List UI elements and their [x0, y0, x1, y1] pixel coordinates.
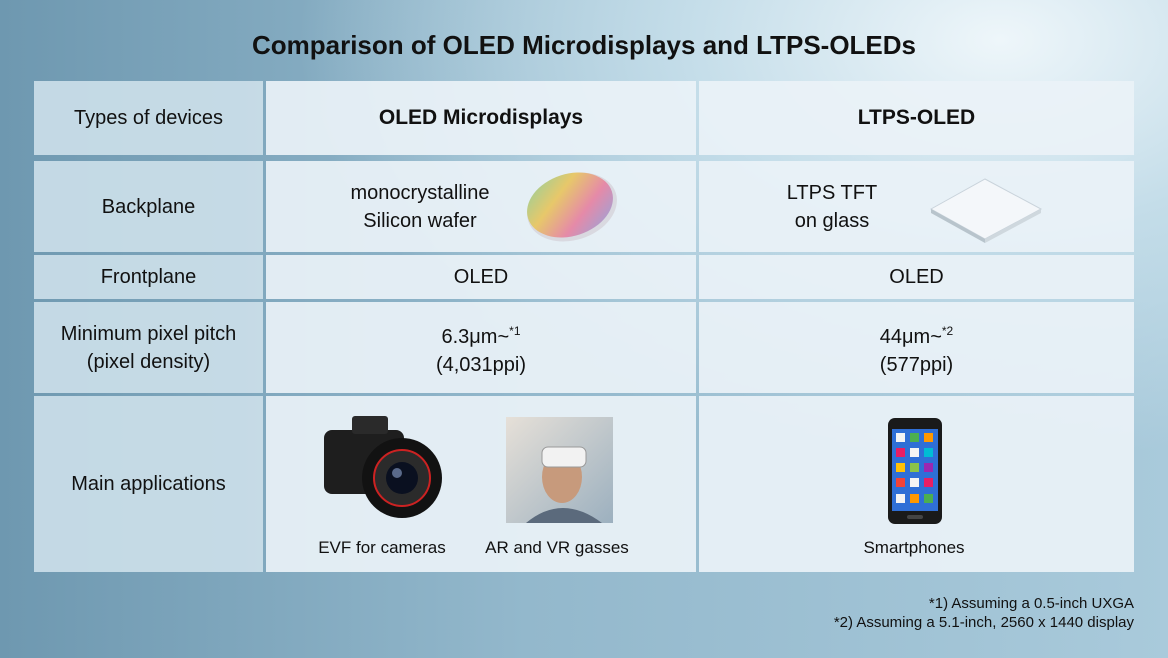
cell: LTPS TFT on glass: [699, 161, 1134, 252]
camera-image: [324, 416, 442, 518]
cell-text: LTPS-OLED: [857, 106, 976, 129]
cell: EVF for cameras AR and VR gasses: [266, 396, 696, 572]
row-label: Frontplane: [34, 255, 263, 299]
phone-image: [888, 418, 942, 524]
cell-text: Silicon wafer: [363, 210, 477, 232]
vr-image: [506, 417, 613, 523]
caption: AR and VR gasses: [485, 538, 629, 557]
cell-text: OLED: [889, 266, 944, 288]
cell-text-block: LTPS TFT on glass: [769, 179, 895, 235]
footnote-ref: *2: [941, 323, 954, 338]
cell-line: 44μm~*2: [880, 317, 953, 351]
cell-text: 6.3μm~: [441, 325, 510, 348]
cell-text: (577ppi): [879, 353, 954, 376]
cell-text: (4,031ppi): [435, 353, 527, 376]
cell-text: 44μm~: [879, 325, 942, 348]
row-label: Backplane: [34, 161, 263, 252]
cell-text: Main applications: [71, 473, 226, 495]
cell: OLED: [266, 255, 696, 299]
cell-text: (pixel density): [86, 350, 211, 373]
cell-text-block: monocrystalline Silicon wafer: [336, 179, 504, 235]
header-cell: OLED Microdisplays: [266, 81, 696, 155]
title: Comparison of OLED Microdisplays and LTP…: [251, 30, 917, 60]
cell-text: LTPS TFT: [786, 182, 878, 204]
footnotes: *1) Assuming a 0.5-inch UXGA *2) Assumin…: [834, 594, 1134, 632]
footnote: *1) Assuming a 0.5-inch UXGA: [928, 595, 1134, 612]
footnote-ref: *1: [509, 323, 521, 338]
header-cell: LTPS-OLED: [699, 81, 1134, 155]
footnote: *2) Assuming a 5.1-inch, 2560 x 1440 dis…: [833, 614, 1134, 631]
cell: OLED: [699, 255, 1134, 299]
cell-text: on glass: [794, 210, 870, 232]
caption: EVF for cameras: [318, 538, 446, 557]
cell-text: Types of devices: [74, 107, 223, 129]
cell-text: monocrystalline: [350, 182, 490, 204]
cell-text: Minimum pixel pitch: [60, 322, 237, 345]
header-cell: Types of devices: [34, 81, 263, 155]
row-label: Minimum pixel pitch (pixel density): [34, 302, 263, 393]
cell-text: OLED Microdisplays: [378, 106, 584, 129]
wafer-image: [527, 172, 617, 242]
cell-text: OLED: [453, 266, 509, 288]
cell: 6.3μm~*1 (4,031ppi): [266, 302, 696, 393]
caption: Smartphones: [863, 538, 965, 557]
row-label: Main applications: [34, 396, 263, 572]
cell-line: 6.3μm~*1: [441, 317, 520, 351]
cell: Smartphones: [699, 396, 1134, 572]
glass-image: [929, 178, 1043, 243]
cell: 44μm~*2 (577ppi): [699, 302, 1134, 393]
cell-text: Backplane: [101, 195, 196, 218]
cell: monocrystalline Silicon wafer: [266, 161, 696, 252]
cell-text: Frontplane: [100, 266, 197, 288]
